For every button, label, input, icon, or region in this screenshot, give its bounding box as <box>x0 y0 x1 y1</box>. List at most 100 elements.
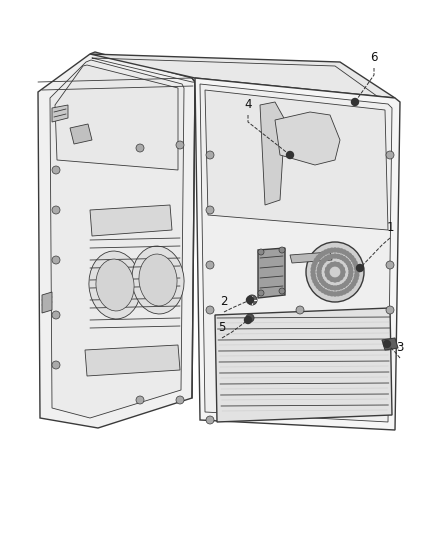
Circle shape <box>318 276 322 280</box>
Circle shape <box>330 263 334 266</box>
Circle shape <box>386 306 394 314</box>
Circle shape <box>342 290 346 294</box>
Circle shape <box>347 287 351 290</box>
Circle shape <box>279 288 285 294</box>
Circle shape <box>316 256 320 260</box>
Circle shape <box>318 264 322 268</box>
Circle shape <box>339 291 343 295</box>
Circle shape <box>52 206 60 214</box>
Circle shape <box>320 261 324 265</box>
Polygon shape <box>90 205 172 236</box>
Circle shape <box>286 151 293 158</box>
Circle shape <box>330 286 334 290</box>
Text: 5: 5 <box>218 321 226 334</box>
Ellipse shape <box>139 254 177 306</box>
Ellipse shape <box>89 251 141 319</box>
Circle shape <box>344 259 348 263</box>
Circle shape <box>312 264 316 268</box>
Circle shape <box>384 341 391 348</box>
Circle shape <box>206 306 214 314</box>
Circle shape <box>324 284 328 287</box>
Circle shape <box>339 249 343 253</box>
Circle shape <box>324 290 328 294</box>
Circle shape <box>342 250 346 254</box>
Circle shape <box>325 267 330 271</box>
Circle shape <box>321 288 325 293</box>
Circle shape <box>346 279 350 283</box>
Circle shape <box>336 292 340 296</box>
Text: 2: 2 <box>220 295 228 308</box>
Circle shape <box>336 263 340 266</box>
Circle shape <box>206 261 214 269</box>
Circle shape <box>244 317 251 324</box>
Text: 4: 4 <box>244 98 252 111</box>
Circle shape <box>339 255 343 259</box>
Circle shape <box>344 281 348 285</box>
Circle shape <box>354 276 358 280</box>
Polygon shape <box>90 54 395 98</box>
Circle shape <box>354 264 358 268</box>
Circle shape <box>206 416 214 424</box>
Circle shape <box>136 144 144 152</box>
Circle shape <box>52 311 60 319</box>
Polygon shape <box>195 78 400 430</box>
Polygon shape <box>70 124 92 144</box>
Circle shape <box>333 278 337 282</box>
Circle shape <box>314 258 318 262</box>
Circle shape <box>355 267 359 271</box>
Circle shape <box>345 252 349 255</box>
Circle shape <box>317 273 321 277</box>
Circle shape <box>247 295 257 305</box>
Polygon shape <box>50 60 184 418</box>
Circle shape <box>349 273 353 277</box>
Circle shape <box>355 270 359 274</box>
Text: 6: 6 <box>370 51 378 64</box>
Circle shape <box>316 285 320 288</box>
Ellipse shape <box>132 246 184 314</box>
Circle shape <box>327 276 331 280</box>
Circle shape <box>330 248 334 252</box>
Circle shape <box>357 264 364 271</box>
Circle shape <box>333 292 337 296</box>
Circle shape <box>330 277 334 281</box>
Circle shape <box>347 253 351 257</box>
Circle shape <box>314 282 318 286</box>
Circle shape <box>136 396 144 404</box>
Circle shape <box>325 270 329 274</box>
Circle shape <box>333 248 337 252</box>
Circle shape <box>176 141 184 149</box>
Polygon shape <box>85 345 180 376</box>
Circle shape <box>327 255 331 259</box>
Circle shape <box>346 261 350 265</box>
Circle shape <box>325 273 330 277</box>
Circle shape <box>386 151 394 159</box>
Circle shape <box>386 261 394 269</box>
Circle shape <box>317 267 321 271</box>
Circle shape <box>311 273 315 277</box>
Circle shape <box>258 249 264 255</box>
Circle shape <box>324 250 328 254</box>
Circle shape <box>349 270 353 274</box>
Polygon shape <box>382 338 398 350</box>
Circle shape <box>321 252 325 255</box>
Polygon shape <box>42 292 52 313</box>
Polygon shape <box>205 90 388 230</box>
Circle shape <box>279 247 285 253</box>
Circle shape <box>340 267 344 271</box>
Polygon shape <box>290 252 332 263</box>
Circle shape <box>352 258 356 262</box>
Circle shape <box>313 261 317 265</box>
Circle shape <box>258 290 264 296</box>
Circle shape <box>352 282 356 286</box>
Circle shape <box>348 264 352 268</box>
Circle shape <box>327 291 331 295</box>
Circle shape <box>345 288 349 293</box>
Circle shape <box>321 281 326 285</box>
Circle shape <box>52 166 60 174</box>
Ellipse shape <box>96 259 134 311</box>
Circle shape <box>247 296 254 303</box>
Polygon shape <box>55 65 178 170</box>
Circle shape <box>339 276 343 280</box>
Circle shape <box>327 285 331 289</box>
Circle shape <box>311 270 315 274</box>
